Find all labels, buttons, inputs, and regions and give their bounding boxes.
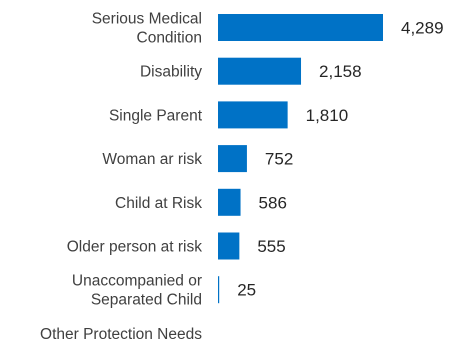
value-label: 4,289 [401,19,444,38]
category-label: Older person at risk [67,239,202,256]
category-labels-group: Serious Medical Condition Disability Single… [40,11,203,343]
category-label: Unaccompanied or Separated Child [72,273,202,309]
value-label: 555 [257,237,285,256]
category-label: Serious Medical Condition [92,11,202,47]
value-label: 752 [265,150,293,169]
category-label: Other Protection Needs [40,326,202,343]
value-label: 2,158 [319,62,362,81]
bar [218,57,302,85]
bar [218,145,247,173]
value-labels-group: 4,289 2,158 1,810 752 586 555 25 [237,19,443,300]
value-label: 25 [237,281,256,300]
bar [218,232,240,260]
bar [218,14,383,41]
bar [218,276,220,304]
bars-group [218,14,383,304]
bar [218,188,241,216]
category-label: Child at Risk [115,195,202,212]
category-label: Single Parent [109,107,203,124]
category-label: Woman ar risk [102,151,202,168]
value-label: 586 [259,193,287,212]
value-label: 1,810 [306,106,349,125]
bar [218,101,288,129]
category-label: Disability [140,64,202,81]
